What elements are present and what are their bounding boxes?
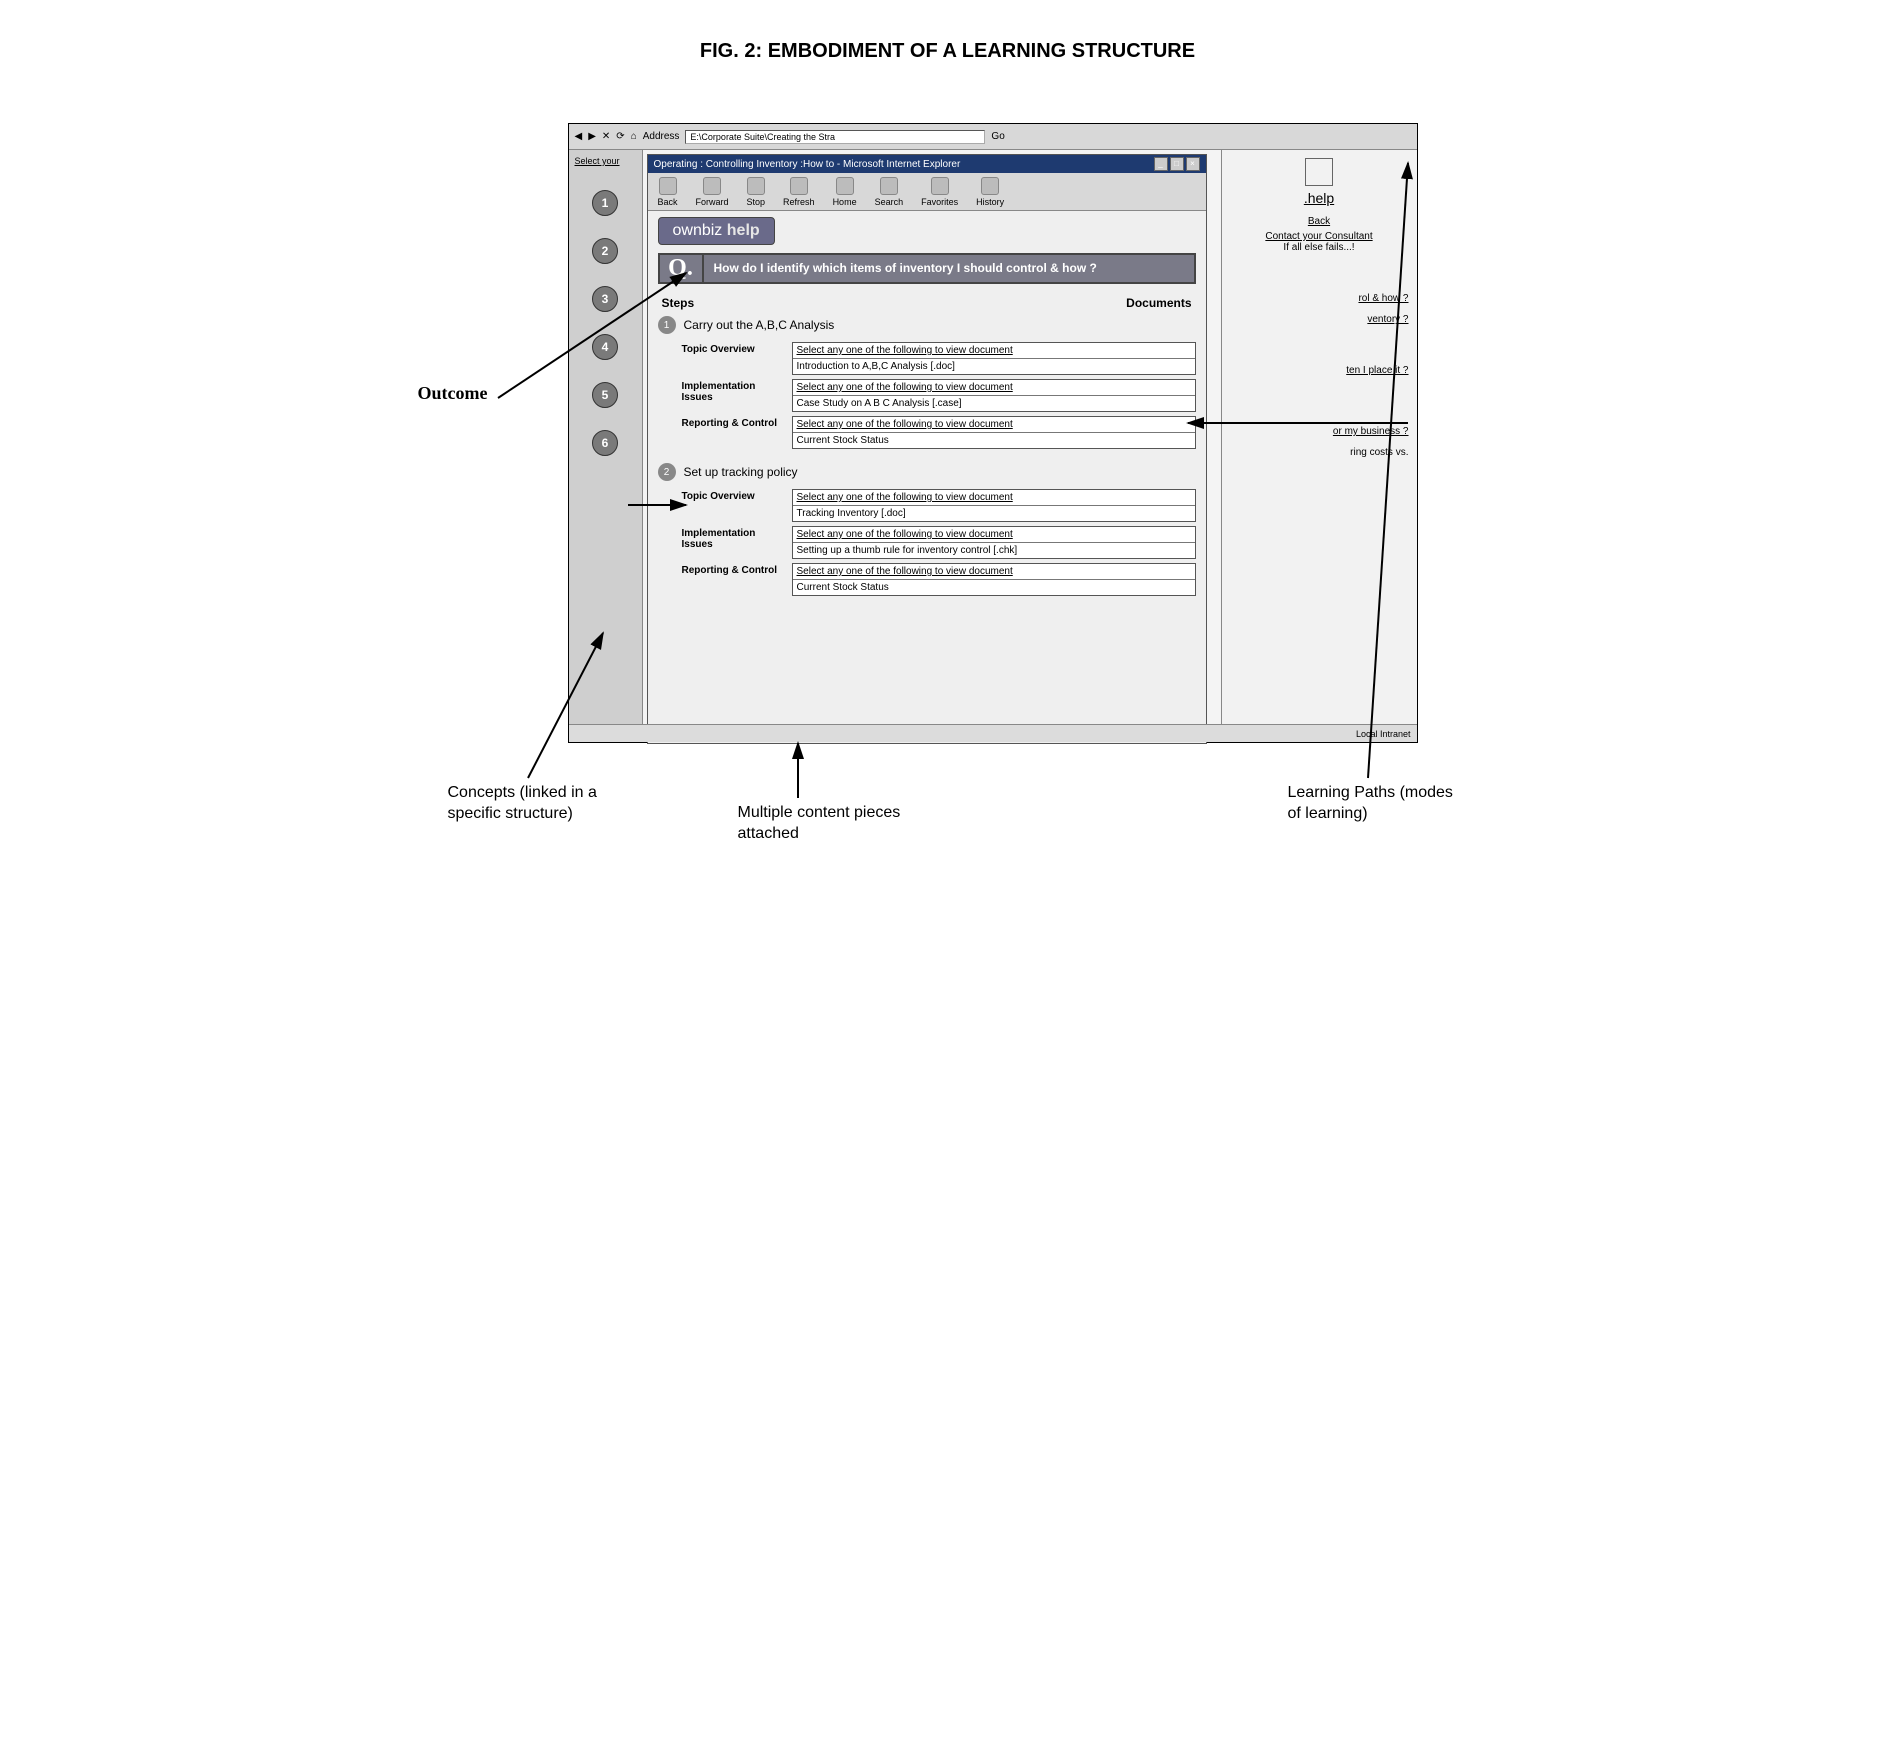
ie-toolbar: Back Forward Stop Refresh Home Search Fa… <box>648 173 1206 211</box>
close-icon[interactable]: × <box>1186 157 1200 171</box>
maximize-icon[interactable]: □ <box>1170 157 1184 171</box>
anno-paths: Learning Paths (modes of learning) <box>1288 783 1458 825</box>
col-docs-header: Documents <box>1126 296 1191 310</box>
ie-titlebar: Operating : Controlling Inventory :How t… <box>648 155 1206 173</box>
ie-back-button[interactable]: Back <box>658 177 678 207</box>
desktop-toolbar: ◀ ▶ ✕ ⟳ ⌂ Address E:\Corporate Suite\Cre… <box>569 124 1417 150</box>
question-bar: Q. How do I identify which items of inve… <box>658 253 1196 284</box>
question-text: How do I identify which items of invento… <box>704 255 1107 282</box>
step-2-row-0-select[interactable]: Select any one of the following to view … <box>792 489 1196 522</box>
stop-icon[interactable]: ✕ <box>602 131 610 142</box>
minimize-icon[interactable]: _ <box>1154 157 1168 171</box>
ie-content: ownbiz help Q. How do I identify which i… <box>648 211 1206 743</box>
desktop-frame: ◀ ▶ ✕ ⟳ ⌂ Address E:\Corporate Suite\Cre… <box>568 123 1418 743</box>
ie-search-button[interactable]: Search <box>875 177 904 207</box>
step-1-row-2-select[interactable]: Select any one of the following to view … <box>792 416 1196 449</box>
step-1-row-1-select[interactable]: Select any one of the following to view … <box>792 379 1196 412</box>
concept-6[interactable]: 6 <box>592 430 618 456</box>
status-bar: Local Intranet <box>569 724 1417 742</box>
anno-concepts: Concepts (linked in a specific structure… <box>448 783 648 825</box>
right-link-3[interactable]: or my business ? <box>1230 426 1409 437</box>
ie-history-button[interactable]: History <box>976 177 1004 207</box>
right-link-1[interactable]: ventory ? <box>1230 314 1409 325</box>
step-1-row-2-label: Reporting & Control <box>682 416 782 429</box>
right-link-0[interactable]: rol & how ? <box>1230 293 1409 304</box>
back-link[interactable]: Back <box>1230 216 1409 227</box>
step-1-number: 1 <box>658 316 676 334</box>
concept-4[interactable]: 4 <box>592 334 618 360</box>
col-steps-header: Steps <box>662 296 695 310</box>
mid-column: Operating : Controlling Inventory :How t… <box>643 150 1221 742</box>
step-2-row-0-label: Topic Overview <box>682 489 782 502</box>
step-2-title: Set up tracking policy <box>684 465 798 479</box>
ie-home-button[interactable]: Home <box>833 177 857 207</box>
step-1-row-0-select[interactable]: Select any one of the following to view … <box>792 342 1196 375</box>
help-link[interactable]: .help <box>1230 190 1409 206</box>
step-2-row-1-select[interactable]: Select any one of the following to view … <box>792 526 1196 559</box>
concept-2[interactable]: 2 <box>592 238 618 264</box>
right-link-2[interactable]: ten I place it ? <box>1230 365 1409 376</box>
outcome-label: Outcome <box>418 383 488 404</box>
nav-back-icon[interactable]: ◀ <box>575 131 583 142</box>
step-2: 2 Set up tracking policy Topic Overview … <box>658 463 1196 596</box>
brand-a: ownbiz <box>673 222 723 239</box>
concept-1[interactable]: 1 <box>592 190 618 216</box>
step-2-number: 2 <box>658 463 676 481</box>
address-bar[interactable]: E:\Corporate Suite\Creating the Stra <box>685 130 985 144</box>
right-link-4: ring costs vs. <box>1230 447 1409 458</box>
step-2-row-2-select[interactable]: Select any one of the following to view … <box>792 563 1196 596</box>
ie-window: Operating : Controlling Inventory :How t… <box>647 154 1207 744</box>
consultant-link[interactable]: Contact your Consultant <box>1230 231 1409 242</box>
diagram: Outcome ◀ ▶ ✕ ⟳ ⌂ Address E:\Corporate S… <box>448 123 1448 1003</box>
ie-refresh-button[interactable]: Refresh <box>783 177 815 207</box>
go-button[interactable]: Go <box>991 131 1004 142</box>
concept-3[interactable]: 3 <box>592 286 618 312</box>
select-your-label: Select your <box>575 156 620 166</box>
anno-multiple: Multiple content pieces attached <box>738 803 938 845</box>
question-mark: Q. <box>660 255 704 282</box>
right-pane: .help Back Contact your Consultant If al… <box>1221 150 1417 742</box>
step-1-row-0-label: Topic Overview <box>682 342 782 355</box>
help-logo-icon <box>1305 158 1333 186</box>
figure-title: FIG. 2: EMBODIMENT OF A LEARNING STRUCTU… <box>448 40 1448 63</box>
consultant-subtext: If all else fails...! <box>1230 242 1409 253</box>
step-1: 1 Carry out the A,B,C Analysis Topic Ove… <box>658 316 1196 449</box>
step-2-row-2-label: Reporting & Control <box>682 563 782 576</box>
ie-stop-button[interactable]: Stop <box>747 177 766 207</box>
refresh-icon[interactable]: ⟳ <box>616 131 624 142</box>
step-1-row-1-label: Implementation Issues <box>682 379 782 403</box>
step-2-row-1-label: Implementation Issues <box>682 526 782 550</box>
ie-title-text: Operating : Controlling Inventory :How t… <box>654 159 961 170</box>
brand-b: help <box>727 222 760 239</box>
ie-favorites-button[interactable]: Favorites <box>921 177 958 207</box>
concepts-sidebar: Select your 1 2 3 4 5 6 <box>569 150 643 742</box>
home-icon[interactable]: ⌂ <box>631 131 637 142</box>
status-text: Local Intranet <box>1356 729 1411 739</box>
ie-forward-button[interactable]: Forward <box>696 177 729 207</box>
nav-fwd-icon[interactable]: ▶ <box>588 131 596 142</box>
concept-5[interactable]: 5 <box>592 382 618 408</box>
address-label: Address <box>643 131 680 142</box>
step-1-title: Carry out the A,B,C Analysis <box>684 318 835 332</box>
brand-badge: ownbiz help <box>658 217 775 245</box>
